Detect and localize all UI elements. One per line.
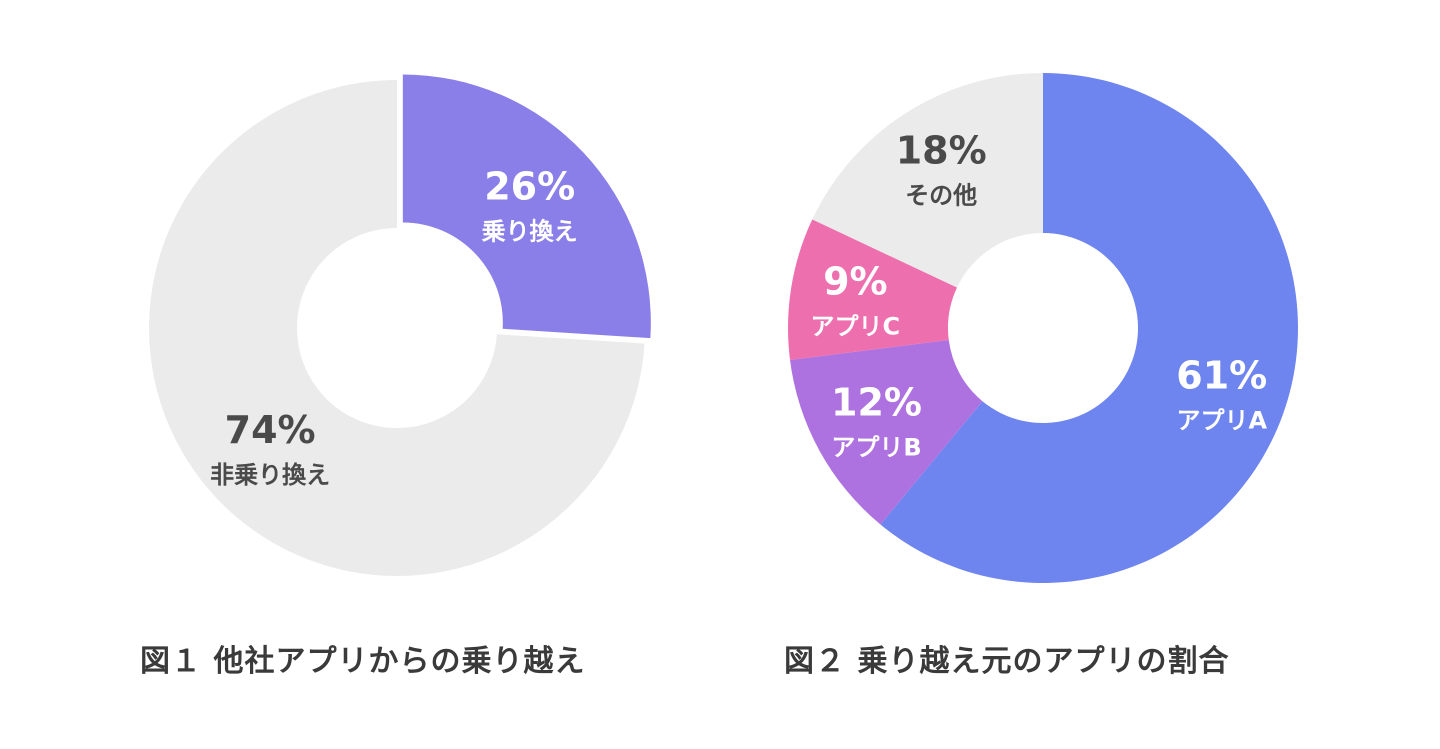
slice-1-乗り換え	[402, 74, 651, 339]
slice-category-label: アプリA	[1176, 406, 1267, 434]
slice-value-label: 74%	[225, 408, 316, 452]
slice-value-label: 9%	[823, 259, 888, 303]
chart-1-caption: 図１ 他社アプリからの乗り越え	[140, 644, 586, 679]
slice-value-label: 12%	[831, 381, 922, 425]
chart-2-caption: 図２ 乗り越え元のアプリの割合	[784, 644, 1230, 679]
slice-category-label: 乗り換え	[482, 217, 578, 245]
slice-value-label: 26%	[484, 164, 575, 208]
slice-category-label: 非乗り換え	[210, 461, 330, 489]
slice-value-label: 61%	[1176, 353, 1267, 397]
slice-2-アプリA	[880, 73, 1299, 583]
slice-2-その他	[812, 72, 1043, 288]
slice-2-アプリB	[790, 339, 983, 525]
slice-category-label: アプリC	[811, 312, 901, 340]
slice-value-label: 18%	[896, 129, 987, 173]
slice-1-非乗り換え	[148, 80, 645, 576]
slice-category-label: その他	[905, 182, 977, 210]
slice-2-アプリC	[788, 219, 958, 360]
slice-category-label: アプリB	[831, 434, 921, 462]
